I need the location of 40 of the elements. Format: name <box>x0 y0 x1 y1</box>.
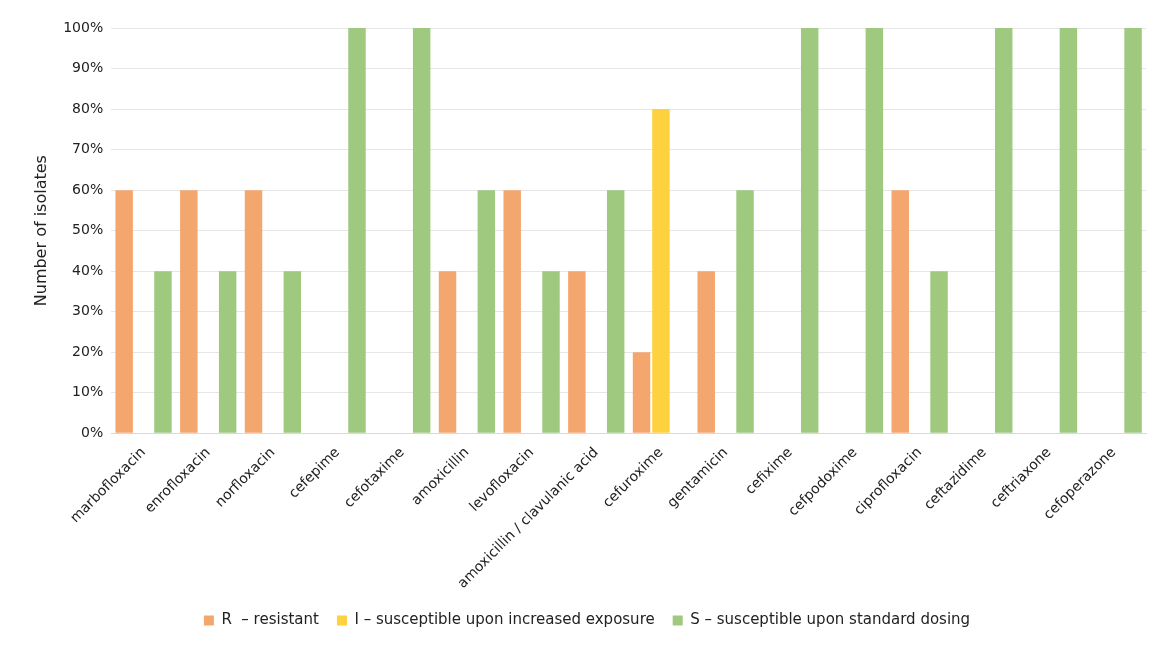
bar <box>606 190 625 433</box>
y-tick-label: 40% <box>72 261 104 278</box>
legend-label: R – resistant <box>221 610 320 629</box>
bar <box>438 271 457 433</box>
bar <box>697 271 715 433</box>
bar <box>652 109 670 433</box>
bar <box>891 190 909 433</box>
bar <box>568 271 586 433</box>
y-tick-label: 0% <box>81 423 104 440</box>
bar <box>180 190 198 433</box>
bar <box>503 190 521 433</box>
bar <box>477 190 496 433</box>
bar <box>736 190 754 433</box>
legend-label: S – susceptible upon standard dosing <box>690 610 971 629</box>
y-tick-label: 70% <box>72 140 104 157</box>
y-tick-label: 30% <box>72 302 104 319</box>
y-tick-label: 20% <box>72 342 104 359</box>
bar <box>994 28 1013 433</box>
y-tick-label: 90% <box>72 59 104 76</box>
y-tick-label: 50% <box>72 221 104 238</box>
bar <box>800 28 819 433</box>
bar <box>283 271 302 433</box>
bar <box>412 28 431 433</box>
bar <box>115 190 133 433</box>
y-tick-label: 80% <box>72 99 104 116</box>
y-axis-title: Number of isolates <box>30 155 50 307</box>
bar <box>1059 28 1078 433</box>
y-tick-label: 60% <box>72 180 104 197</box>
bar <box>244 190 263 433</box>
bar <box>865 28 884 433</box>
y-tick-label: 10% <box>72 383 104 400</box>
bar <box>542 271 560 433</box>
bar <box>154 271 172 433</box>
legend-label: I – susceptible upon increased exposure <box>354 610 655 629</box>
y-tick-label: 100% <box>63 18 104 35</box>
bar <box>632 352 651 433</box>
bar <box>930 271 948 433</box>
bar <box>348 28 366 433</box>
bar <box>218 271 237 433</box>
bar <box>1124 28 1142 433</box>
